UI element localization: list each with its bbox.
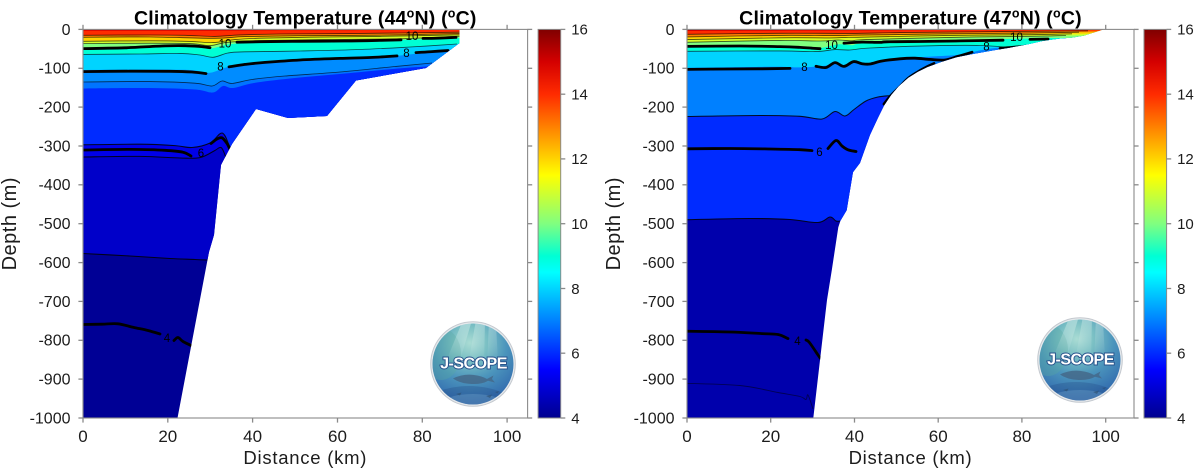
svg-text:8: 8 — [983, 42, 989, 54]
svg-text:14: 14 — [1177, 87, 1194, 104]
svg-text:-700: -700 — [642, 294, 674, 311]
svg-text:-400: -400 — [38, 177, 70, 194]
svg-text:-600: -600 — [642, 255, 674, 272]
svg-text:6: 6 — [198, 148, 204, 160]
svg-text:-700: -700 — [38, 294, 70, 311]
svg-text:Depth (m): Depth (m) — [0, 177, 21, 270]
svg-text:0: 0 — [62, 22, 71, 39]
svg-text:8: 8 — [571, 281, 579, 298]
svg-text:80: 80 — [413, 427, 432, 446]
svg-text:4: 4 — [794, 336, 801, 348]
svg-text:-500: -500 — [642, 216, 674, 233]
svg-text:8: 8 — [217, 62, 223, 74]
svg-text:20: 20 — [761, 427, 780, 446]
svg-text:8: 8 — [403, 48, 409, 60]
svg-text:Depth (m): Depth (m) — [603, 177, 625, 270]
svg-text:20: 20 — [158, 427, 177, 446]
svg-text:8: 8 — [1177, 281, 1185, 298]
svg-text:80: 80 — [1012, 427, 1031, 446]
svg-text:-800: -800 — [642, 333, 674, 350]
svg-text:-100: -100 — [642, 61, 674, 78]
svg-text:-100: -100 — [38, 61, 70, 78]
svg-text:16: 16 — [571, 22, 588, 39]
svg-text:4: 4 — [164, 333, 171, 345]
svg-text:4: 4 — [571, 410, 579, 427]
svg-text:-200: -200 — [642, 100, 674, 117]
svg-text:10: 10 — [219, 39, 232, 51]
svg-text:-500: -500 — [38, 216, 70, 233]
svg-text:4: 4 — [1177, 410, 1185, 427]
svg-text:14: 14 — [571, 87, 588, 104]
svg-text:8: 8 — [801, 62, 807, 74]
svg-text:-1000: -1000 — [30, 410, 71, 427]
svg-text:6: 6 — [571, 346, 579, 363]
svg-text:10: 10 — [1177, 216, 1194, 233]
svg-text:16: 16 — [1177, 22, 1194, 39]
svg-text:60: 60 — [328, 427, 347, 446]
svg-text:100: 100 — [1092, 427, 1120, 446]
svg-text:10: 10 — [1010, 32, 1023, 44]
svg-text:10: 10 — [571, 216, 588, 233]
svg-text:-300: -300 — [38, 138, 70, 155]
svg-text:12: 12 — [1177, 151, 1194, 168]
svg-text:0: 0 — [78, 427, 87, 446]
svg-text:0: 0 — [682, 427, 691, 446]
svg-text:-200: -200 — [38, 100, 70, 117]
svg-text:12: 12 — [571, 151, 588, 168]
svg-text:6: 6 — [1177, 346, 1185, 363]
svg-text:-400: -400 — [642, 177, 674, 194]
svg-text:-800: -800 — [38, 333, 70, 350]
svg-text:Climatology Temperature (44oN): Climatology Temperature (44oN) (oC) — [134, 6, 477, 29]
svg-text:-1000: -1000 — [634, 410, 675, 427]
svg-text:40: 40 — [845, 427, 864, 446]
svg-text:60: 60 — [929, 427, 948, 446]
svg-text:-300: -300 — [642, 138, 674, 155]
svg-text:6: 6 — [816, 147, 822, 159]
svg-text:Distance (km): Distance (km) — [849, 447, 973, 468]
svg-text:-900: -900 — [38, 372, 70, 389]
svg-text:Distance (km): Distance (km) — [243, 447, 367, 468]
svg-text:40: 40 — [243, 427, 262, 446]
svg-text:-900: -900 — [642, 372, 674, 389]
svg-text:10: 10 — [825, 40, 838, 52]
svg-text:10: 10 — [406, 31, 419, 43]
svg-text:Climatology Temperature (47oN): Climatology Temperature (47oN) (oC) — [739, 6, 1082, 29]
svg-text:100: 100 — [493, 427, 521, 446]
svg-text:0: 0 — [666, 22, 675, 39]
svg-text:-600: -600 — [38, 255, 70, 272]
